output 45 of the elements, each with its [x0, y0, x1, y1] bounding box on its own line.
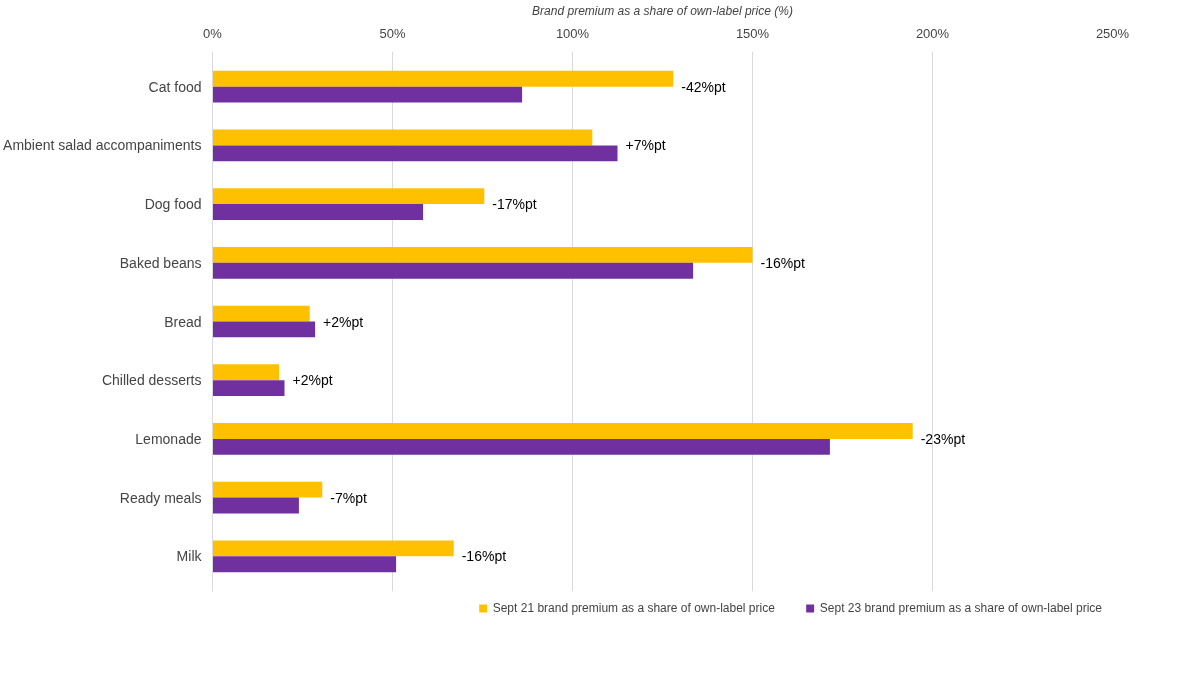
bar [212, 438, 830, 455]
x-tick-label: 150% [735, 25, 770, 41]
y-tick-label: Ambient salad accompaniments [3, 137, 202, 154]
legend-label: Sept 23 brand premium as a share of own-label price [819, 601, 1102, 615]
bar [212, 321, 316, 338]
bar [212, 70, 674, 87]
annotation: -16%pt [760, 254, 805, 271]
annotation: -7%pt [330, 489, 367, 506]
x-tick-label: 100% [555, 25, 590, 41]
bar [212, 86, 523, 103]
y-tick-label: Chilled desserts [101, 372, 202, 389]
annotation: -42%pt [681, 78, 726, 95]
y-tick-label: Cat food [148, 78, 202, 95]
annotation: -23%pt [920, 430, 966, 447]
bar [212, 145, 618, 162]
annotation: +2%pt [292, 372, 333, 389]
bar [212, 540, 454, 557]
bar [212, 423, 913, 439]
bar [212, 204, 424, 220]
annotation: -16%pt [461, 548, 507, 565]
y-tick-label: Dog food [144, 196, 202, 213]
y-tick-label: Bread [164, 313, 202, 330]
bar [212, 129, 593, 146]
x-axis-title: Brand premium as a share of own-label price (%) [532, 3, 793, 18]
annotation: +2%pt [323, 313, 364, 330]
bar [212, 497, 299, 514]
annotation: -17%pt [492, 196, 537, 213]
bar [212, 364, 280, 381]
bar [212, 305, 310, 322]
y-tick-label: Milk [176, 548, 203, 565]
legend-label: Sept 21 brand premium as a share of own-label price [492, 601, 775, 615]
bar [212, 556, 397, 573]
bar [212, 246, 753, 263]
x-tick-label: 200% [915, 25, 950, 41]
y-tick-label: Lemonade [135, 430, 202, 447]
annotation: +7%pt [625, 137, 666, 154]
bar [212, 481, 323, 498]
x-tick-label: 250% [1095, 25, 1130, 41]
y-tick-label: Baked beans [119, 254, 202, 271]
x-tick-label: 0% [203, 25, 223, 41]
bar [212, 262, 694, 279]
y-tick-label: Ready meals [119, 489, 202, 506]
bar [212, 188, 485, 205]
bar [212, 380, 285, 397]
x-tick-label: 50% [379, 25, 406, 41]
